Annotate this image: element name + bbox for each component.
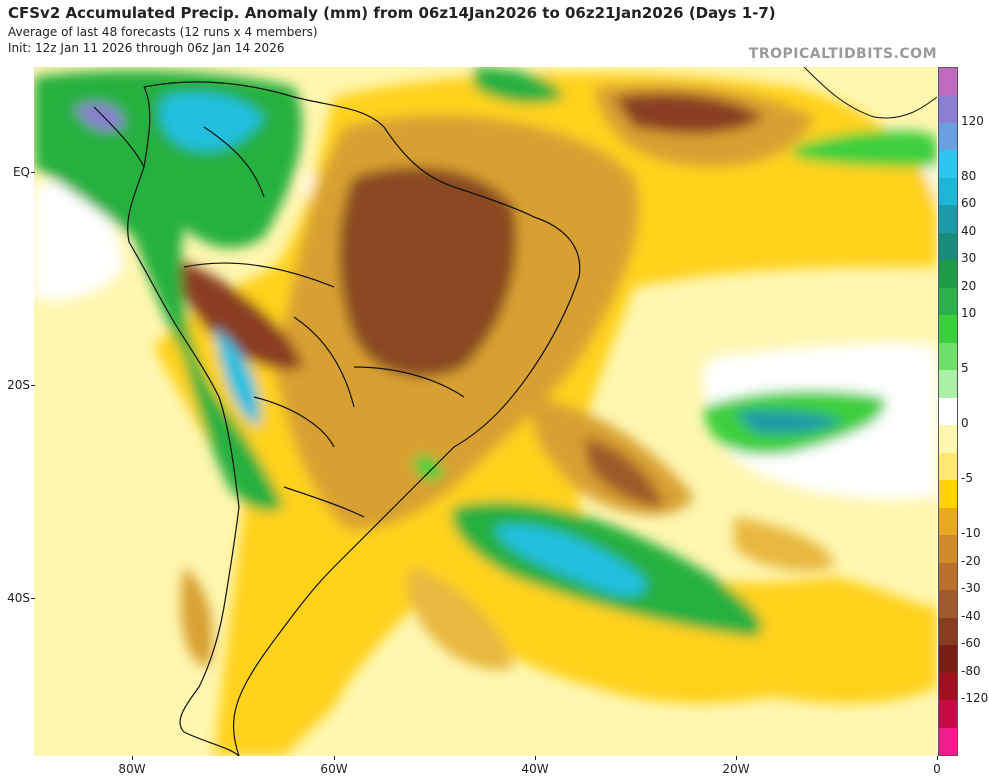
colorbar-segment bbox=[939, 68, 957, 96]
colorbar-label: -40 bbox=[961, 608, 981, 623]
anomaly-field bbox=[34, 67, 937, 756]
xlabel-20w: 20W bbox=[722, 762, 750, 776]
colorbar-label: 30 bbox=[961, 251, 977, 266]
colorbar-segment bbox=[939, 535, 957, 564]
ytick-eq bbox=[31, 172, 35, 173]
colorbar-label: 0 bbox=[961, 416, 969, 431]
colorbar-segment bbox=[939, 232, 957, 261]
xlabel-0: 0 bbox=[933, 762, 941, 776]
colorbar-segment bbox=[939, 700, 957, 728]
colorbar-label: -30 bbox=[961, 581, 981, 596]
source-credit: TROPICALTIDBITS.COM bbox=[748, 46, 937, 62]
africa-coast bbox=[803, 67, 937, 119]
colorbar-label: 20 bbox=[961, 278, 977, 293]
colorbar-label: 80 bbox=[961, 168, 977, 183]
colorbar-label: 5 bbox=[961, 361, 969, 376]
xtick-60w bbox=[334, 756, 335, 760]
colorbar-segment bbox=[939, 370, 957, 399]
colorbar-label: 120 bbox=[961, 113, 984, 128]
ylabel-eq: EQ bbox=[12, 165, 30, 179]
colorbar bbox=[938, 67, 958, 756]
colorbar-label: -120 bbox=[961, 691, 989, 706]
colorbar-label: -20 bbox=[961, 553, 981, 568]
map-header: CFSv2 Accumulated Precip. Anomaly (mm) f… bbox=[8, 4, 776, 55]
colorbar-segment bbox=[939, 590, 957, 619]
colorbar-segment bbox=[939, 507, 957, 536]
colorbar-segment bbox=[939, 342, 957, 371]
colorbar-segment bbox=[939, 480, 957, 509]
colorbar-segment bbox=[939, 425, 957, 454]
colorbar-segment bbox=[939, 562, 957, 591]
colorbar-segment bbox=[939, 95, 957, 124]
map-canvas bbox=[34, 67, 937, 756]
ylabel-40s: 40S bbox=[7, 591, 30, 605]
precip-anomaly-map bbox=[34, 67, 937, 756]
colorbar-segment bbox=[939, 315, 957, 344]
colorbar-label: -10 bbox=[961, 526, 981, 541]
colorbar-segment bbox=[939, 727, 957, 756]
coastline bbox=[93, 81, 581, 756]
colorbar-segment bbox=[939, 122, 957, 151]
colorbar-segment bbox=[939, 452, 957, 481]
colorbar-segment bbox=[939, 287, 957, 316]
colorbar-label: 40 bbox=[961, 223, 977, 238]
colorbar-label: -5 bbox=[961, 471, 973, 486]
xtick-20w bbox=[736, 756, 737, 760]
colorbar-label: -60 bbox=[961, 636, 981, 651]
init-text: Init: 12z Jan 11 2026 through 06z Jan 14… bbox=[8, 41, 285, 55]
colorbar-segment bbox=[939, 617, 957, 646]
map-title: CFSv2 Accumulated Precip. Anomaly (mm) f… bbox=[8, 4, 776, 22]
xlabel-60w: 60W bbox=[320, 762, 348, 776]
ylabel-20s: 20S bbox=[7, 378, 30, 392]
xlabel-80w: 80W bbox=[118, 762, 146, 776]
ytick-40s bbox=[31, 598, 35, 599]
colorbar-label: 10 bbox=[961, 306, 977, 321]
colorbar-segment bbox=[939, 260, 957, 289]
xtick-0 bbox=[937, 756, 938, 760]
colorbar-label: -80 bbox=[961, 663, 981, 678]
colorbar-segment bbox=[939, 397, 957, 426]
colorbar-label: 60 bbox=[961, 196, 977, 211]
colorbar-segment bbox=[939, 205, 957, 234]
xtick-40w bbox=[535, 756, 536, 760]
colorbar-segment bbox=[939, 177, 957, 206]
ytick-20s bbox=[31, 385, 35, 386]
map-subtitle: Average of last 48 forecasts (12 runs x … bbox=[8, 25, 318, 39]
colorbar-segment bbox=[939, 672, 957, 701]
colorbar-segment bbox=[939, 645, 957, 674]
xtick-80w bbox=[132, 756, 133, 760]
xlabel-40w: 40W bbox=[521, 762, 549, 776]
colorbar-segment bbox=[939, 150, 957, 179]
